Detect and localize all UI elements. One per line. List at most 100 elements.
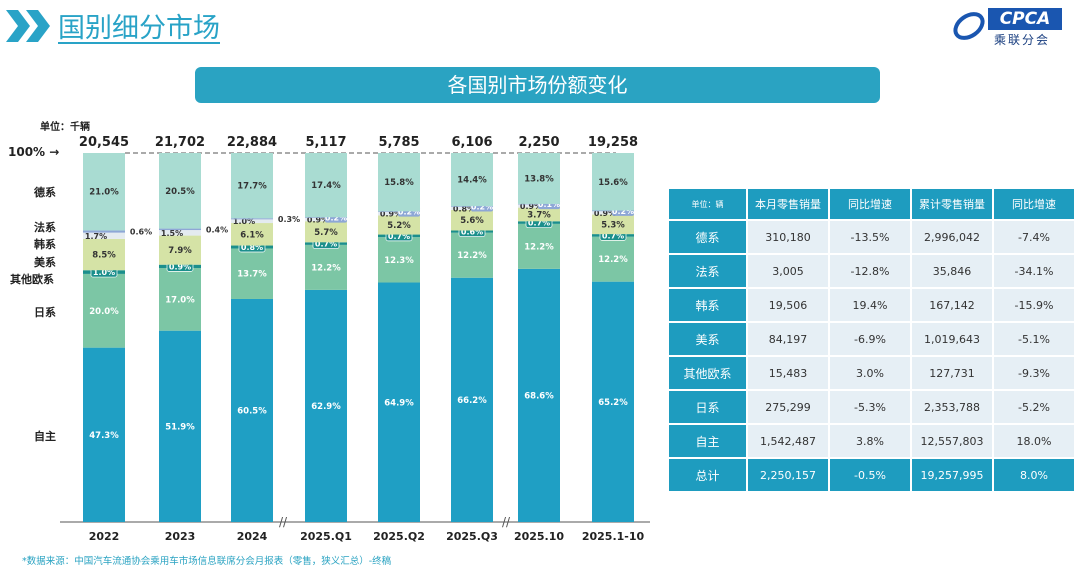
cell: 19,257,995 <box>912 459 992 491</box>
data-label: 15.8% <box>384 178 414 188</box>
table-row: 自主 1,542,487 3.8% 12,557,803 18.0% <box>669 425 1074 457</box>
cell: 1,542,487 <box>748 425 828 457</box>
unit-label: 单位：千辆 <box>40 122 90 133</box>
row-label: 美系 <box>669 323 746 355</box>
data-label: 0.2% <box>612 207 634 216</box>
data-label: 6.1% <box>240 230 264 240</box>
data-label: 5.6% <box>460 216 484 226</box>
data-label: 14.4% <box>457 176 487 186</box>
cell: -13.5% <box>830 221 910 253</box>
bar-segment-自主 <box>231 298 273 522</box>
column-header: 本月零售销量 <box>748 189 828 219</box>
data-label: 0.3% <box>278 215 300 224</box>
cell: 12,557,803 <box>912 425 992 457</box>
data-label: 13.7% <box>237 270 267 280</box>
data-label: 0.4% <box>206 225 228 234</box>
cell: 3,005 <box>748 255 828 287</box>
bar-segment-法系 <box>231 218 273 220</box>
axis-break-mark: // <box>502 515 511 529</box>
data-label: 1.7% <box>85 232 107 241</box>
data-label: 13.8% <box>524 174 554 184</box>
x-tick-label: 2025.Q2 <box>373 530 425 543</box>
cell: 310,180 <box>748 221 828 253</box>
sales-table: 单位：辆 本月零售销量 同比增速 累计零售销量 同比增速 德系 310,180 -13.5%… <box>667 187 1076 493</box>
legend-label-us: 美系 <box>34 256 56 269</box>
table-row: 日系 275,299 -5.3% 2,353,788 -5.2% <box>669 391 1074 423</box>
bar-segment-日系 <box>518 223 560 269</box>
bar-segment-自主 <box>451 277 493 522</box>
row-label: 总计 <box>669 459 746 491</box>
footnote: *数据来源：中国汽车流通协会乘用车市场信息联席分会月报表（零售，狭义汇总）-终稿 <box>22 556 392 567</box>
data-label: 65.2% <box>598 398 628 408</box>
data-label: 8.5% <box>92 251 116 261</box>
data-label: 3.7% <box>527 210 551 220</box>
data-label: 5.3% <box>601 220 625 230</box>
x-tick-label: 2025.1-10 <box>582 530 645 543</box>
bar-segment-日系 <box>305 244 347 290</box>
bar-segment-德系 <box>518 153 560 204</box>
data-label: 17.7% <box>237 182 267 192</box>
cell: -6.9% <box>830 323 910 355</box>
row-label: 法系 <box>669 255 746 287</box>
legend-label-other-eu: 其他欧系 <box>10 273 54 286</box>
data-label: 12.2% <box>311 263 341 273</box>
total-label: 2,250 <box>518 135 559 150</box>
bar-segment-美系 <box>83 238 125 271</box>
data-label: 0.9% <box>380 210 402 219</box>
x-tick-label: 2024 <box>237 530 268 543</box>
data-label: 20.5% <box>165 187 195 197</box>
bar-segment-自主 <box>83 347 125 522</box>
table-header-row: 单位：辆 本月零售销量 同比增速 累计零售销量 同比增速 <box>669 189 1074 219</box>
data-label: 60.5% <box>237 406 267 416</box>
bar-segment-美系 <box>159 235 201 265</box>
cell: 2,250,157 <box>748 459 828 491</box>
row-label: 其他欧系 <box>669 357 746 389</box>
cell: 19.4% <box>830 289 910 321</box>
cell: 3.0% <box>830 357 910 389</box>
data-label: 12.3% <box>384 256 414 266</box>
data-label: 1.0% <box>233 217 255 226</box>
legend-label-de: 德系 <box>34 186 56 199</box>
data-label: 64.9% <box>384 398 414 408</box>
cell: 8.0% <box>994 459 1074 491</box>
cell: 127,731 <box>912 357 992 389</box>
total-label: 22,884 <box>227 135 277 150</box>
cell: -7.4% <box>994 221 1074 253</box>
bar-segment-日系 <box>592 236 634 282</box>
bar-segment-自主 <box>378 282 420 522</box>
data-label: 12.2% <box>457 251 487 261</box>
data-label: 0.2% <box>471 203 493 212</box>
data-label: 21.0% <box>89 188 119 198</box>
data-label: 5.2% <box>387 221 411 231</box>
table-row: 法系 3,005 -12.8% 35,846 -34.1% <box>669 255 1074 287</box>
cell: 3.8% <box>830 425 910 457</box>
total-label: 5,117 <box>305 135 346 150</box>
total-label: 19,258 <box>588 135 638 150</box>
legend-label-fr: 法系 <box>34 221 56 234</box>
cell: 18.0% <box>994 425 1074 457</box>
bar-segment-德系 <box>159 153 201 229</box>
data-label: 47.3% <box>89 431 119 441</box>
bar-segment-日系 <box>451 232 493 278</box>
data-label: 20.0% <box>89 307 119 317</box>
bar-segment-德系 <box>378 153 420 212</box>
cell: -15.9% <box>994 289 1074 321</box>
page-title: 国别细分市场 <box>58 13 220 44</box>
bar-segment-美系 <box>592 214 634 235</box>
data-label: 5.7% <box>314 228 338 238</box>
bar-segment-自主 <box>592 281 634 522</box>
data-label: 1.0% <box>93 268 115 277</box>
data-label: 0.9% <box>169 262 191 271</box>
logo-emblem-icon <box>953 12 985 40</box>
bar-segment-美系 <box>451 209 493 231</box>
total-label: 20,545 <box>79 135 129 150</box>
data-label: 15.6% <box>598 178 628 188</box>
data-label: 17.0% <box>165 295 195 305</box>
bar-segment-美系 <box>231 223 273 246</box>
legend-label-kr: 韩系 <box>34 238 56 251</box>
bar-segment-韩系 <box>231 219 273 224</box>
data-label: 0.8% <box>241 243 263 252</box>
column-header: 累计零售销量 <box>912 189 992 219</box>
table-row: 韩系 19,506 19.4% 167,142 -15.9% <box>669 289 1074 321</box>
